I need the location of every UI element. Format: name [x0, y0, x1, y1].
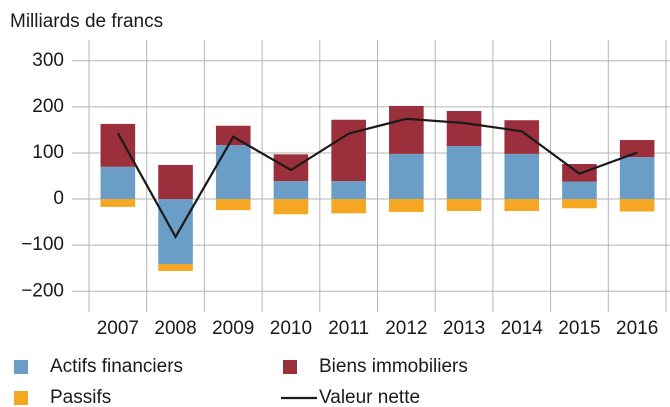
- y-tick-label: −200: [21, 280, 64, 301]
- x-tick-label: 2009: [212, 318, 254, 339]
- bar-segment: [331, 181, 366, 200]
- x-tick-label: 2007: [97, 318, 139, 339]
- bar-segment: [215, 145, 251, 200]
- y-tick-label: 200: [32, 96, 64, 117]
- x-tick-label: 2010: [270, 318, 312, 339]
- legend-swatch: [283, 360, 297, 374]
- bar-segment: [331, 199, 366, 214]
- y-tick-label: −100: [21, 234, 64, 255]
- bar-segment: [158, 199, 193, 265]
- x-tick-label: 2008: [154, 318, 196, 339]
- y-tick-label: 300: [32, 50, 64, 71]
- bar-segment: [158, 264, 193, 271]
- bar-segment: [389, 199, 424, 212]
- bar-segment: [215, 125, 251, 146]
- legend-label: Passifs: [50, 387, 111, 407]
- bar-segment: [446, 199, 482, 212]
- legend-label: Biens immobiliers: [319, 356, 468, 377]
- bar-segment: [619, 199, 655, 212]
- bar-segment: [273, 181, 309, 200]
- bar-segment: [619, 140, 655, 158]
- bar-segment: [158, 164, 193, 200]
- bar-segment: [446, 146, 482, 200]
- legend-swatch: [14, 360, 28, 374]
- bar-segment: [100, 199, 136, 207]
- bar-segment: [562, 199, 597, 209]
- bar-segment: [215, 199, 251, 211]
- line-series: [116, 117, 638, 240]
- chart-title: Milliards de francs: [10, 11, 163, 32]
- bar-segment: [504, 199, 540, 212]
- legend-swatch: [14, 391, 28, 405]
- legend-label: Actifs financiers: [50, 356, 183, 377]
- bar-segment: [331, 119, 366, 182]
- bar-segment: [446, 110, 482, 147]
- bar-segment: [100, 166, 136, 200]
- x-tick-label: 2011: [328, 318, 369, 339]
- legend-label: Valeur nette: [319, 387, 420, 407]
- bar-segment: [273, 199, 309, 215]
- x-tick-label: 2016: [616, 318, 658, 339]
- bar-segment: [504, 120, 540, 154]
- y-tick-label: 0: [53, 188, 64, 209]
- y-tick-label: 100: [32, 142, 64, 163]
- x-tick-label: 2012: [385, 318, 427, 339]
- x-tick-label: 2014: [501, 318, 544, 339]
- x-tick-label: 2015: [558, 318, 600, 339]
- bar-segment: [389, 153, 424, 200]
- bar-segment: [389, 105, 424, 154]
- bar-segment: [273, 154, 309, 182]
- bar-segment: [100, 123, 136, 167]
- bar-segment: [504, 153, 540, 200]
- x-tick-label: 2013: [443, 318, 485, 339]
- bar-segment: [619, 157, 655, 200]
- bar-segment: [562, 181, 597, 200]
